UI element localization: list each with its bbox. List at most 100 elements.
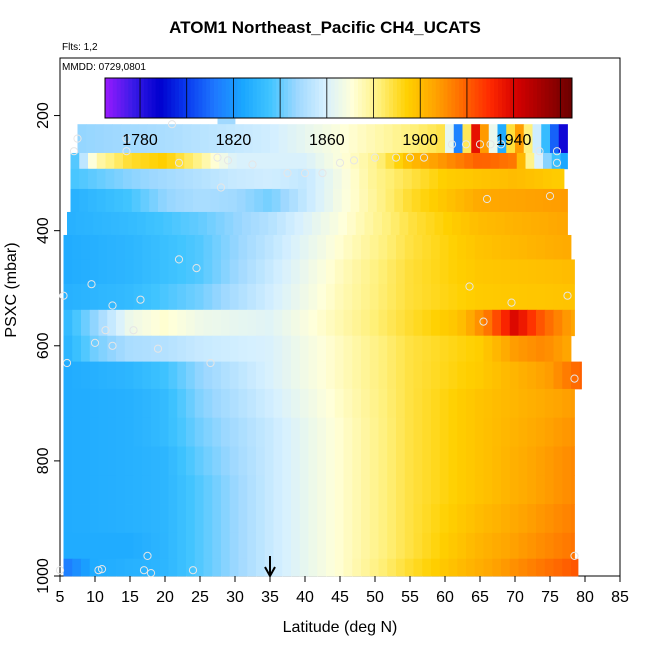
heatmap-cell bbox=[280, 168, 290, 190]
heatmap-cell bbox=[263, 188, 273, 213]
heatmap-cell bbox=[88, 168, 98, 190]
heatmap-cell bbox=[378, 361, 388, 390]
heatmap-cell bbox=[361, 475, 371, 505]
heatmap-cell bbox=[89, 234, 99, 260]
heatmap-cell bbox=[105, 188, 115, 213]
heatmap-cell bbox=[264, 388, 274, 419]
heatmap-cell bbox=[107, 388, 117, 419]
colorbar-swatch bbox=[252, 78, 258, 118]
heatmap-cell bbox=[348, 124, 358, 154]
sample-marker bbox=[419, 153, 429, 162]
heatmap-cell bbox=[102, 211, 112, 236]
colorbar-swatch bbox=[175, 78, 180, 118]
heatmap-cell bbox=[448, 388, 458, 419]
colorbar-swatch bbox=[307, 78, 312, 118]
colorbar-swatch bbox=[552, 78, 557, 118]
colorbar-tick-label: 1820 bbox=[216, 132, 252, 149]
heatmap-cell bbox=[166, 168, 176, 190]
heatmap-cell bbox=[194, 446, 204, 476]
heatmap-cell bbox=[107, 234, 117, 260]
heatmap-cell bbox=[84, 211, 94, 236]
heatmap-cell bbox=[184, 168, 194, 190]
heatmap-cell bbox=[394, 188, 404, 213]
heatmap-cell bbox=[457, 446, 467, 476]
heatmap-cell bbox=[343, 446, 353, 476]
heatmap-cell bbox=[516, 188, 526, 213]
colorbar-swatch bbox=[342, 78, 347, 118]
heatmap-cell bbox=[112, 124, 122, 154]
heatmap-cell bbox=[256, 532, 266, 560]
heatmap-cell bbox=[317, 361, 327, 390]
colorbar-swatch bbox=[295, 78, 301, 118]
heatmap-cell bbox=[534, 188, 544, 213]
x-tick-label: 15 bbox=[121, 589, 139, 606]
heatmap-cell bbox=[245, 168, 255, 190]
heatmap-cell bbox=[133, 234, 143, 260]
heatmap-cell bbox=[369, 417, 379, 447]
heatmap-cell bbox=[264, 283, 274, 311]
heatmap-cell bbox=[509, 532, 519, 560]
heatmap-cell bbox=[439, 309, 449, 337]
heatmap-cell bbox=[247, 335, 257, 363]
sample-marker bbox=[391, 153, 401, 162]
heatmap-cell bbox=[334, 309, 344, 337]
heatmap-cell bbox=[133, 558, 143, 577]
heatmap-cell bbox=[334, 335, 344, 363]
sample-marker bbox=[552, 147, 562, 156]
heatmap-cell bbox=[334, 532, 344, 560]
heatmap-cell bbox=[492, 558, 502, 577]
heatmap-cell bbox=[422, 283, 432, 311]
heatmap-cell bbox=[229, 446, 239, 476]
heatmap-cell bbox=[387, 558, 397, 577]
heatmap-cell bbox=[543, 188, 553, 213]
heatmap-cell bbox=[534, 152, 544, 170]
heatmap-cell bbox=[478, 211, 488, 236]
heatmap-cell bbox=[544, 335, 554, 363]
heatmap-cell bbox=[306, 152, 316, 170]
heatmap-cell bbox=[341, 152, 351, 170]
heatmap-cell bbox=[110, 211, 120, 236]
heatmap-cell bbox=[509, 335, 519, 363]
sample-marker bbox=[206, 358, 215, 368]
colorbar bbox=[104, 77, 573, 119]
sample-marker bbox=[482, 194, 492, 204]
heatmap-cell bbox=[133, 335, 143, 363]
heatmap-cell bbox=[543, 152, 553, 170]
heatmap-cell bbox=[492, 417, 502, 447]
heatmap-cell bbox=[326, 417, 336, 447]
heatmap-cell bbox=[282, 388, 292, 419]
heatmap-cell bbox=[107, 558, 117, 577]
heatmap-cell bbox=[175, 188, 185, 213]
heatmap-cell bbox=[509, 388, 519, 419]
heatmap-cell bbox=[446, 168, 456, 190]
heatmap-cell bbox=[431, 335, 441, 363]
heatmap-cell bbox=[177, 388, 187, 419]
heatmap-cells bbox=[63, 83, 582, 577]
colorbar-swatch bbox=[509, 78, 515, 118]
heatmap-cell bbox=[282, 504, 292, 534]
heatmap-cell bbox=[256, 234, 266, 260]
heatmap-cell bbox=[273, 335, 283, 363]
heatmap-cell bbox=[114, 188, 124, 213]
heatmap-cell bbox=[89, 417, 99, 447]
heatmap-cell bbox=[501, 234, 511, 260]
heatmap-cell bbox=[116, 532, 126, 560]
heatmap-cell bbox=[350, 168, 360, 190]
heatmap-cell bbox=[343, 558, 353, 577]
heatmap-cell bbox=[376, 168, 386, 190]
heatmap-cell bbox=[133, 532, 143, 560]
sample-marker bbox=[122, 134, 131, 143]
y-tick-label: 800 bbox=[35, 447, 52, 474]
heatmap-cell bbox=[562, 446, 572, 476]
heatmap-cell bbox=[221, 558, 231, 577]
sample-marker bbox=[486, 140, 495, 149]
heatmap-cell bbox=[361, 335, 371, 363]
heatmap-cell bbox=[525, 188, 535, 213]
heatmap-cell bbox=[387, 234, 397, 260]
heatmap-cell bbox=[72, 558, 82, 577]
heatmap-cell bbox=[270, 124, 280, 154]
heatmap-cell bbox=[553, 504, 563, 534]
heatmap-cell bbox=[483, 417, 493, 447]
heatmap-cell bbox=[452, 211, 462, 236]
heatmap-cell bbox=[448, 504, 458, 534]
